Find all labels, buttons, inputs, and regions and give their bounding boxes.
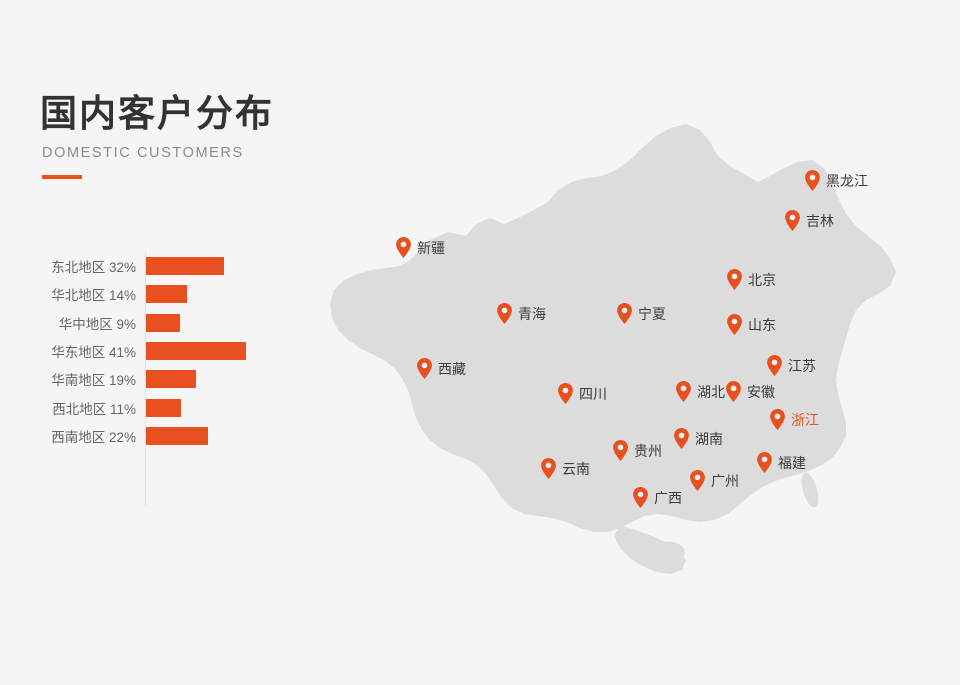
location-pin-icon: [558, 383, 573, 404]
bar-label: 西北地区 11%: [52, 401, 136, 417]
bar-fill: [146, 313, 180, 332]
map-marker-label: 新疆: [417, 239, 445, 256]
chart-row: 西南地区 22%: [38, 422, 298, 450]
map-marker-guangzhou[interactable]: 广州: [690, 470, 739, 491]
chart-row: 华中地区 9%: [38, 309, 298, 337]
location-pin-icon: [613, 440, 628, 461]
map-marker-jilin[interactable]: 吉林: [785, 210, 834, 231]
map-marker-label: 福建: [778, 454, 806, 471]
location-pin-icon: [674, 428, 689, 449]
bar-fill: [146, 426, 208, 445]
map-marker-label: 西藏: [438, 360, 466, 377]
location-pin-icon: [767, 355, 782, 376]
bar-label: 西南地区 22%: [51, 429, 136, 445]
accent-divider: [42, 174, 82, 179]
location-pin-icon: [690, 470, 705, 491]
bar-label: 华东地区 41%: [51, 345, 136, 361]
page-subtitle: DOMESTIC CUSTOMERS: [42, 144, 244, 161]
location-pin-icon: [617, 303, 632, 324]
map-marker-ningxia[interactable]: 宁夏: [617, 303, 666, 324]
map-marker-zhejiang[interactable]: 浙江: [770, 409, 819, 430]
map-marker-xinjiang[interactable]: 新疆: [396, 237, 445, 258]
location-pin-icon: [633, 487, 648, 508]
bar-label: 华北地区 14%: [51, 288, 136, 304]
location-pin-icon: [497, 303, 512, 324]
map-marker-hubei[interactable]: 湖北: [676, 381, 725, 402]
bar-label: 华南地区 19%: [51, 373, 136, 389]
chart-row: 华东地区 41%: [38, 337, 298, 365]
map-marker-hunan[interactable]: 湖南: [674, 428, 723, 449]
bar-label: 东北地区 32%: [51, 260, 136, 276]
map-marker-guangxi[interactable]: 广西: [633, 487, 682, 508]
map-marker-label: 四川: [579, 385, 607, 402]
map-marker-label: 青海: [518, 305, 546, 322]
header: 国内客户分布 DOMESTIC CUSTOMERS: [40, 93, 360, 179]
map-marker-label: 吉林: [806, 212, 834, 229]
map-marker-guizhou[interactable]: 贵州: [613, 440, 662, 461]
bar-fill: [146, 370, 196, 389]
location-pin-icon: [726, 381, 741, 402]
map-marker-label: 黑龙江: [826, 172, 868, 189]
map-marker-label: 北京: [748, 271, 776, 288]
map-marker-jiangsu[interactable]: 江苏: [767, 355, 816, 376]
location-pin-icon: [805, 170, 820, 191]
chart-row: 华南地区 19%: [38, 365, 298, 393]
location-pin-icon: [770, 409, 785, 430]
map-marker-label: 浙江: [791, 411, 819, 428]
map-marker-fujian[interactable]: 福建: [757, 452, 806, 473]
map-marker-yunnan[interactable]: 云南: [541, 458, 590, 479]
location-pin-icon: [676, 381, 691, 402]
china-map: [290, 90, 940, 610]
bar-fill: [146, 342, 246, 361]
bar-fill: [146, 398, 181, 417]
page-title: 国内客户分布: [40, 93, 274, 134]
map-marker-label: 贵州: [634, 442, 662, 459]
bar-fill: [146, 257, 224, 276]
map-marker-label: 宁夏: [638, 305, 666, 322]
map-marker-label: 湖北: [697, 383, 725, 400]
bar-label: 华中地区 9%: [58, 316, 136, 332]
map-marker-label: 安徽: [747, 383, 775, 400]
location-pin-icon: [727, 269, 742, 290]
bar-fill: [146, 285, 187, 304]
map-marker-qinghai[interactable]: 青海: [497, 303, 546, 324]
map-marker-label: 广州: [711, 472, 739, 489]
map-marker-anhui[interactable]: 安徽: [726, 381, 775, 402]
map-marker-xizang[interactable]: 西藏: [417, 358, 466, 379]
chart-row: 华北地区 14%: [38, 280, 298, 308]
china-map-shape: [330, 124, 896, 574]
map-marker-beijing[interactable]: 北京: [727, 269, 776, 290]
map-marker-label: 广西: [654, 489, 682, 506]
map-marker-label: 云南: [562, 460, 590, 477]
map-marker-shandong[interactable]: 山东: [727, 314, 776, 335]
location-pin-icon: [396, 237, 411, 258]
chart-row: 西北地区 11%: [38, 393, 298, 421]
region-bar-chart: 东北地区 32% 华北地区 14% 华中地区 9% 华东地区 41% 华南地区 …: [38, 252, 298, 506]
location-pin-icon: [417, 358, 432, 379]
chart-row: 东北地区 32%: [38, 252, 298, 280]
location-pin-icon: [757, 452, 772, 473]
map-marker-label: 山东: [748, 316, 776, 333]
location-pin-icon: [727, 314, 742, 335]
chart-axis-line: [145, 252, 146, 506]
location-pin-icon: [785, 210, 800, 231]
location-pin-icon: [541, 458, 556, 479]
map-marker-sichuan[interactable]: 四川: [558, 383, 607, 404]
map-marker-label: 湖南: [695, 430, 723, 447]
map-marker-heilongjiang[interactable]: 黑龙江: [805, 170, 868, 191]
map-marker-label: 江苏: [788, 357, 816, 374]
